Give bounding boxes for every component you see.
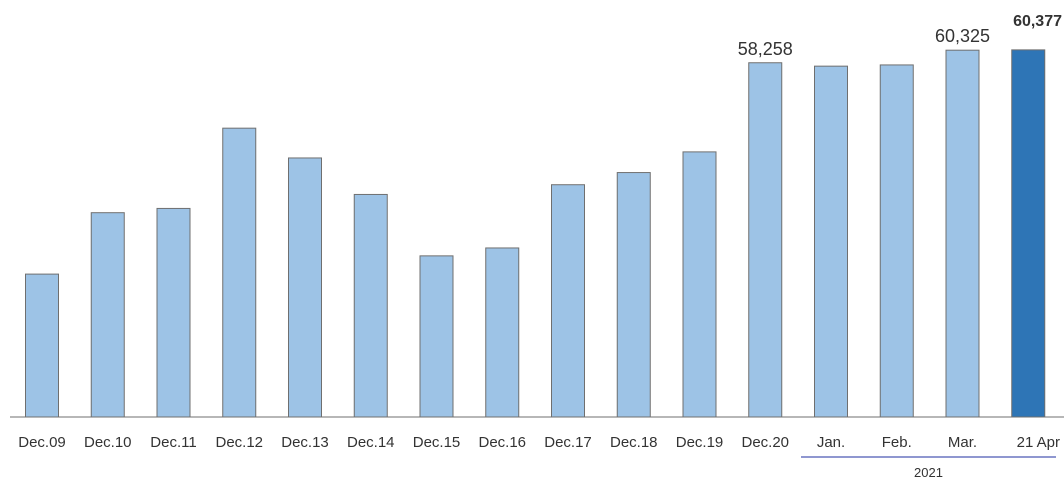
bar-dec-09 bbox=[25, 273, 59, 418]
x-tick-label: Dec.13 bbox=[281, 434, 329, 451]
x-tick-label: Dec.17 bbox=[544, 434, 592, 451]
bar-dec-16 bbox=[485, 247, 520, 418]
x-tick-label: Dec.12 bbox=[215, 434, 263, 451]
bar-jan bbox=[814, 65, 848, 418]
bar-21-apr bbox=[1011, 49, 1046, 418]
x-tick-label: Dec.18 bbox=[610, 434, 658, 451]
bar-dec-12 bbox=[222, 127, 257, 418]
year-group-label: 2021 bbox=[914, 465, 943, 479]
bar-dec-18 bbox=[616, 172, 651, 418]
x-tick-label: Dec.11 bbox=[150, 434, 196, 451]
x-tick-label: Dec.10 bbox=[84, 434, 132, 451]
bar-dec-11 bbox=[156, 207, 191, 418]
bar-dec-14 bbox=[353, 193, 388, 418]
bar-dec-20 bbox=[748, 62, 783, 418]
bar-dec-13 bbox=[288, 157, 322, 418]
bar-dec-10 bbox=[90, 212, 125, 418]
x-tick-label: Dec.15 bbox=[413, 434, 461, 451]
x-tick-label: Mar. bbox=[948, 434, 977, 451]
x-tick-label: Dec.19 bbox=[676, 434, 724, 451]
bar-dec-19 bbox=[682, 151, 717, 418]
x-tick-label: Dec.14 bbox=[347, 434, 395, 451]
data-label-11: 58,258 bbox=[738, 39, 793, 59]
bar-feb bbox=[879, 64, 914, 418]
x-tick-label: Feb. bbox=[882, 434, 912, 451]
bar-dec-17 bbox=[551, 184, 585, 418]
data-label-15: 60,377 bbox=[1013, 13, 1062, 30]
bar-mar bbox=[945, 49, 980, 418]
x-tick-label: Jan. bbox=[817, 434, 845, 451]
data-label-14: 60,325 bbox=[935, 26, 990, 46]
x-tick-label: Dec.16 bbox=[478, 434, 526, 451]
bar-dec-15 bbox=[419, 255, 454, 418]
x-tick-label: Dec.09 bbox=[18, 434, 66, 451]
x-tick-label: 21 Apr bbox=[1017, 434, 1060, 451]
x-tick-label: Dec.20 bbox=[741, 434, 789, 451]
